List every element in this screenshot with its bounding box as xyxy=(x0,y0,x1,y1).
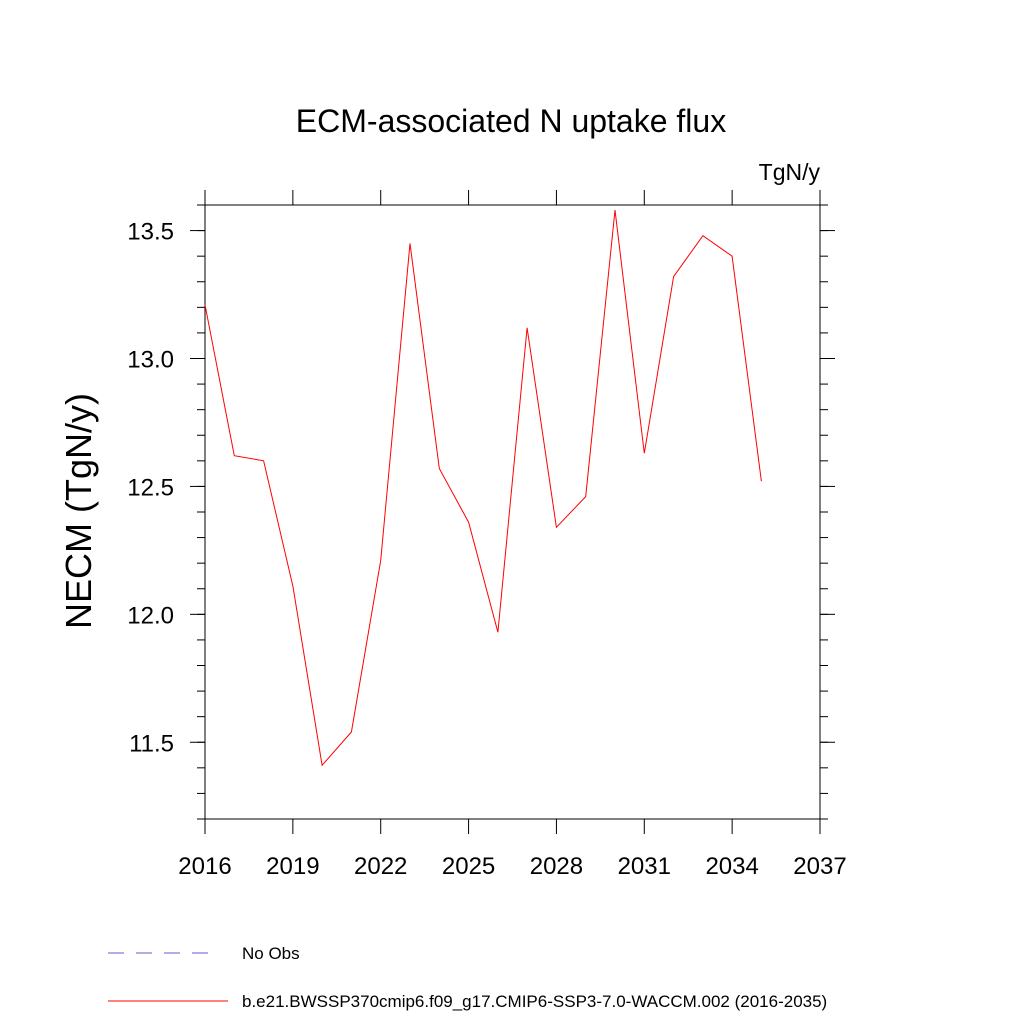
legend-label-no-obs: No Obs xyxy=(242,944,300,963)
x-tick-label: 2034 xyxy=(705,853,758,880)
y-tick-label: 11.5 xyxy=(129,730,174,757)
x-tick-label: 2028 xyxy=(530,853,583,880)
plot-frame xyxy=(204,204,821,820)
axis-ticks xyxy=(190,190,835,834)
legend: No Obs b.e21.BWSSP370cmip6.f09_g17.CMIP6… xyxy=(108,944,827,1011)
y-tick-label: 12.0 xyxy=(127,602,174,629)
chart-title: ECM-associated N uptake flux xyxy=(296,103,726,139)
x-tick-label: 2025 xyxy=(442,853,495,880)
tick-labels: 2016 2019 2022 2025 2028 2031 2034 2037 11.5 12.0… xyxy=(127,219,846,880)
y-axis-label: NECM (TgN/y) xyxy=(58,393,99,629)
series-line xyxy=(204,210,762,767)
y-tick-label: 12.5 xyxy=(127,474,174,501)
x-tick-label: 2022 xyxy=(354,853,407,880)
x-tick-label: 2037 xyxy=(793,853,846,880)
x-tick-label: 2031 xyxy=(618,853,671,880)
x-tick-label: 2019 xyxy=(266,853,319,880)
y-tick-label: 13.0 xyxy=(127,347,174,374)
units-label: TgN/y xyxy=(759,159,821,185)
legend-label-model: b.e21.BWSSP370cmip6.f09_g17.CMIP6-SSP3-7… xyxy=(242,992,827,1011)
series-layer xyxy=(204,210,762,767)
y-tick-label: 13.5 xyxy=(127,219,174,246)
x-tick-label: 2016 xyxy=(178,853,231,880)
